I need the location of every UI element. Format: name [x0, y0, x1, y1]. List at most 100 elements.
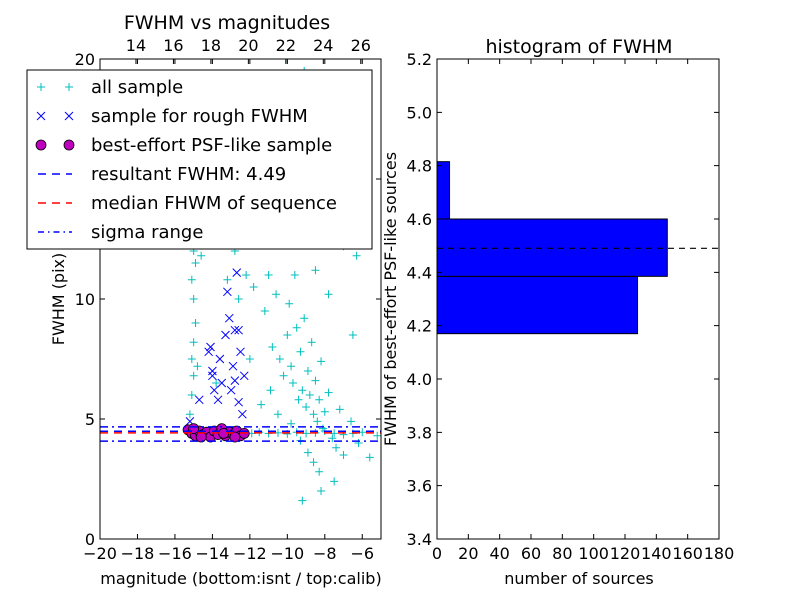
- point-all-sample: [191, 319, 200, 327]
- top-tick-label: 26: [351, 36, 371, 55]
- point-all-sample: [311, 376, 320, 385]
- point-all-sample: [191, 259, 200, 267]
- point-all-sample: [298, 496, 307, 505]
- point-all-sample: [315, 467, 324, 476]
- point-all-sample: [290, 271, 299, 279]
- legend-marker-icon: [35, 139, 47, 151]
- y-tick-label: 3.6: [407, 477, 432, 496]
- point-all-sample: [303, 367, 312, 375]
- point-all-sample: [266, 386, 275, 395]
- x-tick-label: 140: [641, 544, 672, 563]
- x-tick-label: 180: [704, 544, 735, 563]
- y-tick-label: 5.0: [407, 103, 432, 122]
- y-tick-label: 4.6: [407, 210, 432, 229]
- histogram-title: histogram of FWHM: [485, 36, 672, 58]
- y-tick-label: 3.8: [407, 423, 432, 442]
- point-all-sample: [303, 448, 312, 457]
- point-all-sample: [187, 275, 196, 284]
- point-sample-for-rough-FWHM: [234, 397, 243, 407]
- histogram-bar: [436, 275, 639, 335]
- scatter-ylabel: FWHM (pix): [49, 253, 68, 346]
- point-all-sample: [283, 331, 292, 339]
- point-sample-for-rough-FWHM: [238, 409, 247, 419]
- legend: all sample sample for rough FWHM best-effo…: [26, 69, 373, 250]
- point-sample-for-rough-FWHM: [209, 385, 219, 395]
- point-all-sample: [298, 386, 307, 395]
- x-tick-label: 160: [672, 544, 703, 563]
- point-all-sample: [189, 338, 198, 347]
- point-all-sample: [348, 331, 357, 339]
- point-all-sample: [185, 410, 194, 419]
- legend-box: [26, 69, 373, 250]
- top-tick-label: 14: [126, 36, 146, 55]
- x-tick-label: −6: [350, 544, 374, 563]
- x-tick-label: −20: [83, 544, 117, 563]
- y-tick-label: 10: [75, 290, 95, 309]
- legend-item: sample for rough FWHM: [91, 106, 308, 127]
- x-tick-label: −16: [158, 544, 192, 563]
- y-tick-label: 5.2: [407, 50, 432, 69]
- point-best-effort-PSF-like-sample: [188, 423, 200, 435]
- point-all-sample: [257, 400, 266, 409]
- point-all-sample: [268, 343, 277, 351]
- legend-item: median FHWM of sequence: [91, 193, 337, 214]
- point-all-sample: [193, 362, 202, 371]
- histogram-plot: histogram of FWHM number of sources FWHM…: [381, 36, 734, 588]
- point-sample-for-rough-FWHM: [206, 342, 215, 352]
- point-sample-for-rough-FWHM: [217, 378, 227, 388]
- point-all-sample: [287, 362, 296, 371]
- point-sample-for-rough-FWHM: [213, 395, 223, 405]
- point-all-sample: [292, 323, 301, 332]
- point-sample-for-rough-FWHM: [194, 395, 204, 405]
- point-all-sample: [330, 477, 339, 486]
- scatter-title: FWHM vs magnitudes: [124, 12, 330, 34]
- top-tick-label: 22: [276, 36, 296, 55]
- point-all-sample: [307, 338, 316, 347]
- point-all-sample: [315, 395, 324, 404]
- histogram-axes-frame: [436, 58, 720, 540]
- point-sample-for-rough-FWHM: [215, 354, 225, 364]
- x-tick-label: −12: [233, 544, 267, 563]
- point-all-sample: [249, 283, 258, 291]
- point-all-sample: [324, 388, 333, 397]
- y-tick-label: 4.2: [407, 317, 432, 336]
- legend-item: sigma range: [91, 222, 203, 243]
- point-all-sample: [212, 379, 221, 387]
- point-sample-for-rough-FWHM: [226, 385, 236, 395]
- point-all-sample: [352, 251, 361, 260]
- point-all-sample: [365, 453, 374, 462]
- top-tick-label: 18: [201, 36, 221, 55]
- point-sample-for-rough-FWHM: [230, 325, 240, 335]
- x-tick-label: 60: [521, 544, 541, 563]
- point-all-sample: [317, 357, 326, 366]
- x-tick-label: −14: [196, 544, 230, 563]
- point-sample-for-rough-FWHM: [223, 287, 232, 297]
- point-sample-for-rough-FWHM: [239, 371, 249, 381]
- point-all-sample: [234, 295, 243, 303]
- point-all-sample: [275, 355, 284, 363]
- point-all-sample: [311, 266, 320, 275]
- histogram-bar: [436, 218, 668, 277]
- point-sample-for-rough-FWHM: [208, 366, 217, 376]
- point-all-sample: [320, 407, 329, 416]
- point-all-sample: [332, 443, 341, 452]
- legend-marker-icon: [65, 83, 73, 91]
- point-sample-for-rough-FWHM: [236, 347, 245, 357]
- x-tick-label: 100: [578, 544, 609, 563]
- legend-marker-icon: [63, 139, 75, 151]
- point-all-sample: [347, 417, 356, 426]
- point-all-sample: [328, 434, 337, 443]
- point-sample-for-rough-FWHM: [221, 330, 230, 340]
- point-all-sample: [302, 403, 311, 411]
- point-all-sample: [309, 458, 318, 467]
- scatter-plot: FWHM vs magnitudes magnitude (bottom:isn…: [26, 12, 382, 588]
- point-all-sample: [287, 419, 296, 428]
- point-all-sample: [223, 275, 232, 284]
- point-all-sample: [245, 355, 254, 363]
- point-sample-for-rough-FWHM: [208, 371, 217, 381]
- x-tick-label: 0: [432, 544, 442, 563]
- point-all-sample: [273, 410, 282, 419]
- point-all-sample: [260, 307, 269, 315]
- x-tick-label: −18: [121, 544, 155, 563]
